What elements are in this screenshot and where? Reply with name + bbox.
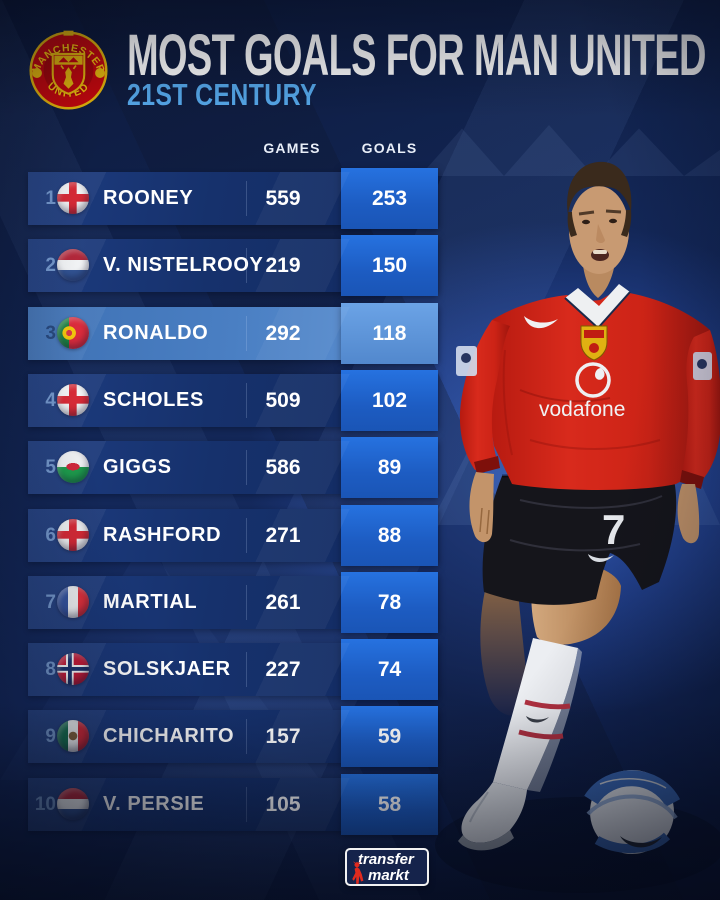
brand-line-2: markt [368,867,409,884]
transfermarkt-logo: transfer markt [345,848,429,886]
brand-line-1: transfer [358,851,414,868]
transfermarkt-devil-icon [352,861,364,884]
